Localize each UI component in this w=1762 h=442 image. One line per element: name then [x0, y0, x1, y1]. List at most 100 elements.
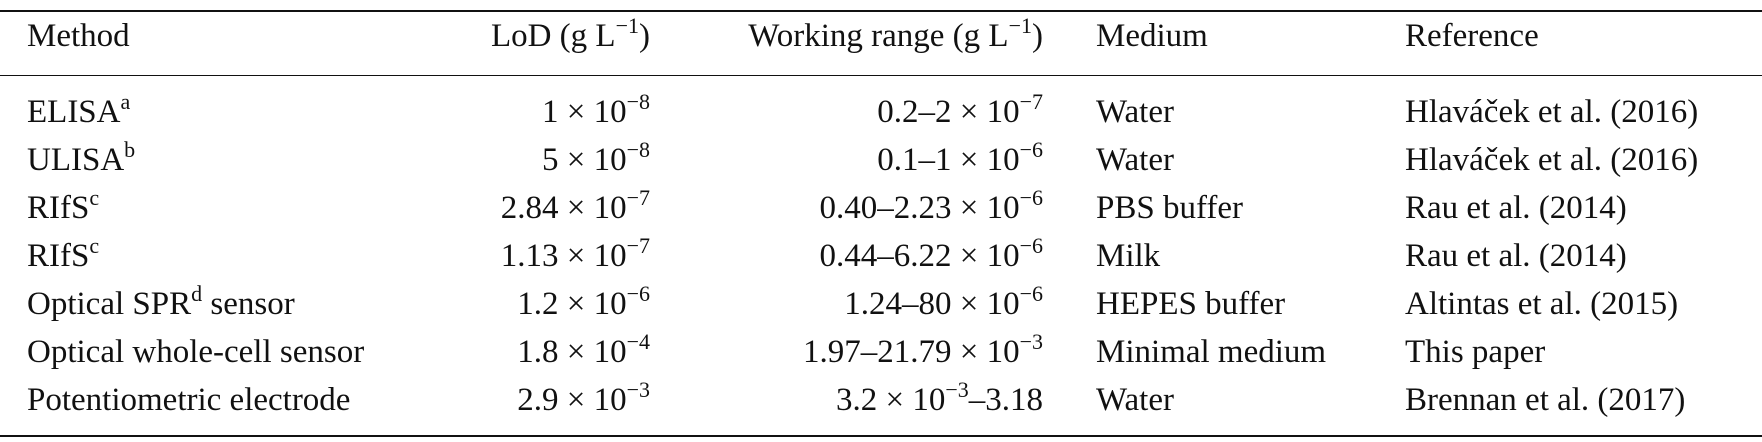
cell-working-range-text: 0.2–2 × 10 — [877, 94, 1020, 130]
cell-working-range: 0.44–6.22 × 10−6 — [819, 233, 1043, 276]
cell-lod: 1 × 10−8 — [541, 89, 650, 132]
cell-medium-text: PBS buffer — [1096, 190, 1243, 226]
cell-lod-superscript: −8 — [626, 89, 650, 114]
cell-method: Optical SPRd sensor — [27, 281, 295, 324]
cell-medium-text: Minimal medium — [1096, 334, 1327, 370]
cell-working-range-text-tail: –3.18 — [968, 382, 1043, 418]
cell-lod-text: 1 × 10 — [541, 94, 627, 130]
cell-method: Potentiometric electrode — [27, 380, 350, 420]
cell-lod: 2.9 × 10−3 — [517, 377, 650, 420]
cell-lod-text: 1.2 × 10 — [517, 286, 627, 322]
cell-lod-superscript: −8 — [626, 137, 650, 162]
cell-lod-superscript: −4 — [626, 329, 650, 354]
cell-reference: Rau et al. (2014) — [1405, 236, 1627, 276]
cell-working-range-superscript: −6 — [1019, 281, 1043, 306]
cell-reference-text: Altintas et al. (2015) — [1405, 286, 1679, 322]
cell-medium: Water — [1096, 92, 1174, 132]
cell-lod: 5 × 10−8 — [541, 137, 650, 180]
cell-reference-text: Hlaváček et al. (2016) — [1405, 94, 1699, 130]
bottom-rule — [0, 435, 1762, 437]
header-method: Method — [27, 16, 130, 56]
cell-reference-text: Hlaváček et al. (2016) — [1405, 142, 1699, 178]
cell-reference: This paper — [1405, 332, 1545, 372]
cell-medium-text: Water — [1096, 382, 1174, 418]
cell-lod-text: 1.13 × 10 — [500, 238, 627, 274]
cell-lod: 1.2 × 10−6 — [517, 281, 650, 324]
cell-working-range-text: 0.1–1 × 10 — [877, 142, 1020, 178]
header-working-range: Working range (g L−1) — [748, 13, 1043, 56]
cell-method-text: Potentiometric electrode — [27, 382, 351, 418]
cell-reference-text: This paper — [1405, 334, 1546, 370]
cell-method: Optical whole-cell sensor — [27, 332, 364, 372]
cell-working-range: 1.24–80 × 10−6 — [844, 281, 1043, 324]
cell-working-range-text: 1.24–80 × 10 — [844, 286, 1020, 322]
cell-method-superscript: b — [124, 137, 136, 162]
cell-reference-text: Rau et al. (2014) — [1405, 238, 1627, 274]
header-rule — [0, 75, 1762, 76]
cell-reference: Altintas et al. (2015) — [1405, 284, 1678, 324]
cell-lod-superscript: −3 — [626, 377, 650, 402]
cell-lod: 1.13 × 10−7 — [500, 233, 650, 276]
cell-working-range: 3.2 × 10−3–3.18 — [835, 377, 1043, 420]
cell-medium-text: Water — [1096, 142, 1174, 178]
header-method-text: Method — [27, 18, 130, 54]
cell-working-range-superscript: −3 — [1019, 329, 1043, 354]
cell-medium: Water — [1096, 380, 1174, 420]
cell-lod-text: 2.9 × 10 — [517, 382, 627, 418]
header-medium: Medium — [1096, 16, 1208, 56]
header-lod-text: LoD (g L — [490, 18, 616, 54]
cell-reference: Brennan et al. (2017) — [1405, 380, 1685, 420]
cell-reference: Hlaváček et al. (2016) — [1405, 92, 1698, 132]
cell-working-range-superscript: −3 — [945, 377, 969, 402]
header-working-range-text: Working range (g L — [748, 18, 1009, 54]
cell-lod-superscript: −6 — [626, 281, 650, 306]
cell-method-text: RIfS — [27, 190, 90, 226]
cell-lod: 1.8 × 10−4 — [517, 329, 650, 372]
cell-reference-text: Rau et al. (2014) — [1405, 190, 1627, 226]
cell-working-range-text: 1.97–21.79 × 10 — [802, 334, 1020, 370]
cell-method-text-tail: sensor — [202, 286, 295, 322]
header-reference-text: Reference — [1405, 18, 1539, 54]
cell-lod-text: 5 × 10 — [541, 142, 627, 178]
cell-method-superscript: d — [191, 281, 203, 306]
cell-lod-text: 2.84 × 10 — [500, 190, 627, 226]
cell-method-text: ULISA — [27, 142, 125, 178]
cell-method-superscript: c — [89, 233, 100, 258]
cell-working-range: 0.2–2 × 10−7 — [877, 89, 1043, 132]
header-lod: LoD (g L−1) — [490, 13, 650, 56]
header-medium-text: Medium — [1096, 18, 1208, 54]
cell-method: RIfSc — [27, 185, 99, 228]
cell-medium: PBS buffer — [1096, 188, 1243, 228]
cell-method-text: Optical whole-cell sensor — [27, 334, 365, 370]
header-working-range-superscript: −1 — [1008, 13, 1032, 38]
cell-working-range-superscript: −6 — [1019, 233, 1043, 258]
header-lod-text-tail: ) — [639, 18, 650, 54]
header-lod-superscript: −1 — [615, 13, 639, 38]
cell-method-text: ELISA — [27, 94, 121, 130]
cell-working-range-superscript: −6 — [1019, 137, 1043, 162]
cell-reference: Rau et al. (2014) — [1405, 188, 1627, 228]
cell-working-range-superscript: −7 — [1019, 89, 1043, 114]
cell-method: ULISAb — [27, 137, 136, 180]
cell-working-range-text: 0.44–6.22 × 10 — [819, 238, 1020, 274]
cell-reference-text: Brennan et al. (2017) — [1405, 382, 1686, 418]
cell-medium-text: Milk — [1096, 238, 1161, 274]
cell-method: ELISAa — [27, 89, 131, 132]
cell-working-range: 1.97–21.79 × 10−3 — [802, 329, 1043, 372]
cell-method-superscript: a — [120, 89, 131, 114]
cell-method-text: RIfS — [27, 238, 90, 274]
cell-medium-text: Water — [1096, 94, 1174, 130]
cell-method-text: Optical SPR — [27, 286, 192, 322]
header-working-range-text-tail: ) — [1032, 18, 1043, 54]
cell-lod-text: 1.8 × 10 — [517, 334, 627, 370]
cell-medium: HEPES buffer — [1096, 284, 1285, 324]
cell-working-range-superscript: −6 — [1019, 185, 1043, 210]
header-reference: Reference — [1405, 16, 1539, 56]
cell-medium-text: HEPES buffer — [1096, 286, 1286, 322]
cell-working-range: 0.40–2.23 × 10−6 — [819, 185, 1043, 228]
cell-lod-superscript: −7 — [626, 185, 650, 210]
cell-lod: 2.84 × 10−7 — [500, 185, 650, 228]
cell-medium: Minimal medium — [1096, 332, 1326, 372]
cell-working-range-text: 3.2 × 10 — [835, 382, 946, 418]
